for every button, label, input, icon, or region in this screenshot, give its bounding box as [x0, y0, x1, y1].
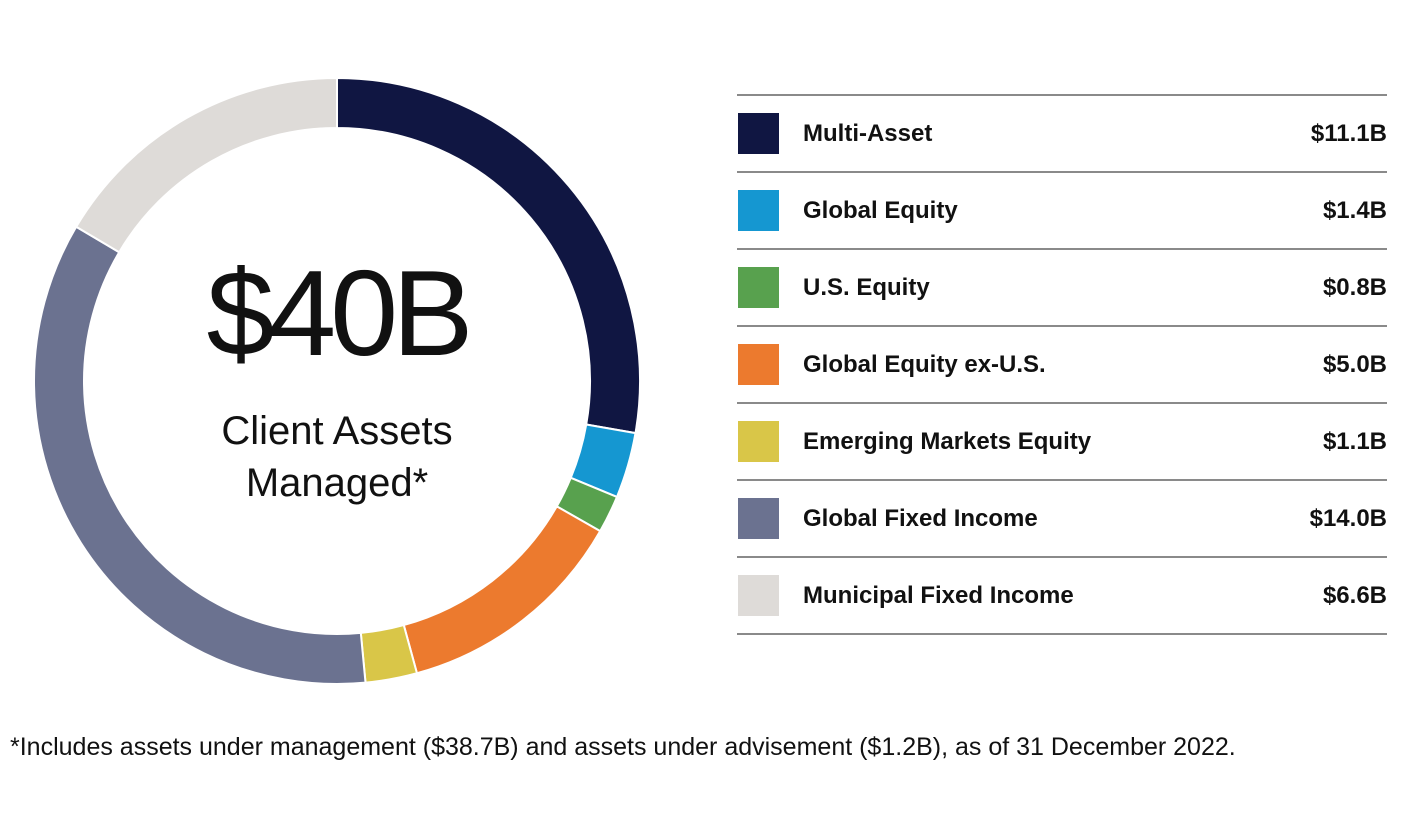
legend-value: $6.6B: [1322, 581, 1387, 609]
legend-label: Municipal Fixed Income: [803, 581, 1074, 609]
legend-row-global-equity: Global Equity $1.4B: [737, 173, 1387, 250]
legend-label: Global Fixed Income: [803, 504, 1038, 532]
legend-label: Emerging Markets Equity: [803, 427, 1092, 455]
legend-row-global-equity-ex-u-s: Global Equity ex-U.S. $5.0B: [737, 327, 1387, 404]
legend-swatch: [738, 498, 779, 539]
donut-slice-global-equity-ex-u-s: [402, 504, 602, 675]
legend-value: $0.8B: [1322, 273, 1387, 301]
legend-label: Global Equity ex-U.S.: [803, 350, 1046, 378]
legend-row-emerging-markets-equity: Emerging Markets Equity $1.1B: [737, 404, 1387, 481]
legend-row-multi-asset: Multi-Asset $11.1B: [737, 96, 1387, 173]
legend-row-u-s-equity: U.S. Equity $0.8B: [737, 250, 1387, 327]
legend-swatch: [738, 113, 779, 154]
footnote: *Includes assets under management ($38.7…: [10, 733, 1236, 761]
legend-swatch: [738, 190, 779, 231]
legend-swatch: [738, 267, 779, 308]
legend-row-global-fixed-income: Global Fixed Income $14.0B: [737, 481, 1387, 558]
donut-chart: [33, 76, 641, 685]
legend-value: $1.4B: [1322, 196, 1387, 224]
legend-swatch: [738, 575, 779, 616]
donut-slice-municipal-fixed-income: [74, 76, 338, 254]
caption-line-2: Managed*: [245, 461, 429, 505]
legend-value: $1.1B: [1322, 427, 1387, 455]
legend-row-municipal-fixed-income: Municipal Fixed Income $6.6B: [737, 558, 1387, 635]
legend-value: $14.0B: [1309, 504, 1387, 532]
legend: Multi-Asset $11.1B Global Equity $1.4B U.S. …: [737, 94, 1387, 635]
total-assets-value: $40B: [206, 245, 474, 381]
legend-value: $5.0B: [1322, 350, 1387, 378]
legend-label: Global Equity: [803, 196, 958, 224]
total-assets-caption: Client Assets Managed*: [87, 405, 587, 509]
legend-swatch: [738, 421, 779, 462]
caption-line-1: Client Assets: [221, 409, 453, 453]
legend-label: Multi-Asset: [803, 119, 933, 147]
legend-label: U.S. Equity: [803, 273, 930, 301]
legend-value: $11.1B: [1310, 119, 1387, 147]
legend-swatch: [738, 344, 779, 385]
